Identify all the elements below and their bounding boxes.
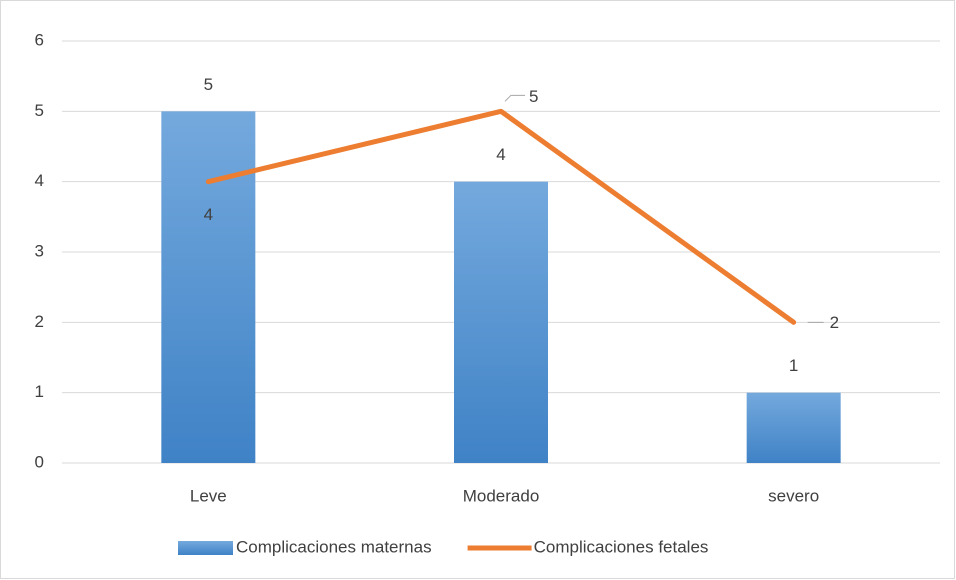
x-tick-label: Leve	[190, 486, 227, 505]
bar	[161, 111, 256, 463]
leader-line	[504, 94, 525, 102]
data-label: 2	[830, 313, 839, 332]
data-label: 1	[789, 356, 798, 375]
y-tick-label: 6	[35, 30, 44, 49]
x-tick-label: Moderado	[463, 486, 540, 505]
y-tick-label: 4	[35, 171, 44, 190]
data-label: 5	[204, 75, 213, 94]
data-label: 4	[496, 145, 505, 164]
y-tick-label: 2	[35, 312, 44, 331]
y-tick-label: 1	[35, 382, 44, 401]
y-tick-label: 0	[35, 452, 44, 471]
bar	[454, 181, 548, 463]
legend-label: Complicaciones fetales	[534, 537, 709, 556]
x-tick-label: severo	[768, 486, 819, 505]
data-label: 4	[204, 205, 213, 224]
data-label: 5	[529, 87, 538, 106]
legend-swatch	[178, 541, 233, 555]
bar	[746, 392, 841, 463]
y-tick-label: 3	[35, 241, 44, 260]
y-tick-label: 5	[35, 101, 44, 120]
legend-label: Complicaciones maternas	[236, 537, 432, 556]
line	[205, 108, 797, 325]
